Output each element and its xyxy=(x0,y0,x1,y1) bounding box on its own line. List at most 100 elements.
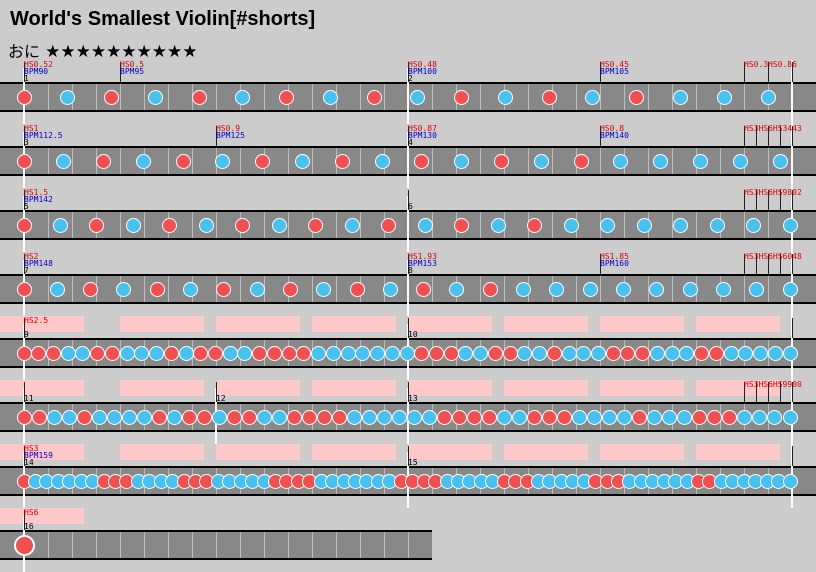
don-note[interactable] xyxy=(482,281,498,297)
ka-note[interactable] xyxy=(672,89,688,105)
don-note[interactable] xyxy=(266,345,282,361)
ka-note[interactable] xyxy=(374,153,390,169)
don-note[interactable] xyxy=(151,409,167,425)
don-note[interactable] xyxy=(281,345,297,361)
ka-note[interactable] xyxy=(249,281,265,297)
don-note[interactable] xyxy=(722,409,738,425)
ka-note[interactable] xyxy=(384,345,400,361)
don-note[interactable] xyxy=(366,89,382,105)
ka-note[interactable] xyxy=(677,409,693,425)
ka-note[interactable] xyxy=(271,409,287,425)
don-note[interactable] xyxy=(493,153,509,169)
ka-note[interactable] xyxy=(673,217,689,233)
ka-note[interactable] xyxy=(585,89,601,105)
ka-note[interactable] xyxy=(653,153,669,169)
ka-note[interactable] xyxy=(582,281,598,297)
don-note[interactable] xyxy=(635,345,651,361)
ka-note[interactable] xyxy=(617,409,633,425)
ka-note[interactable] xyxy=(772,153,788,169)
don-note[interactable] xyxy=(482,409,498,425)
ka-note[interactable] xyxy=(613,153,629,169)
don-note[interactable] xyxy=(235,217,251,233)
don-note[interactable] xyxy=(175,153,191,169)
ka-note[interactable] xyxy=(615,281,631,297)
don-note[interactable] xyxy=(149,281,165,297)
don-note[interactable] xyxy=(707,409,723,425)
ka-note[interactable] xyxy=(147,89,163,105)
ka-note[interactable] xyxy=(512,409,528,425)
ka-note[interactable] xyxy=(60,89,76,105)
ka-note[interactable] xyxy=(135,153,151,169)
ka-note[interactable] xyxy=(576,345,592,361)
don-note[interactable] xyxy=(16,345,32,361)
ka-note[interactable] xyxy=(591,345,606,361)
don-note[interactable] xyxy=(454,217,470,233)
ka-note[interactable] xyxy=(407,409,422,425)
ka-note[interactable] xyxy=(715,281,731,297)
ka-note[interactable] xyxy=(737,409,753,425)
don-note[interactable] xyxy=(279,89,295,105)
don-note[interactable] xyxy=(252,345,268,361)
ka-note[interactable] xyxy=(767,345,783,361)
don-note[interactable] xyxy=(708,345,724,361)
don-note[interactable] xyxy=(162,217,178,233)
ka-note[interactable] xyxy=(636,217,652,233)
ka-note[interactable] xyxy=(458,345,474,361)
ka-note[interactable] xyxy=(532,345,548,361)
ka-note[interactable] xyxy=(649,345,665,361)
ka-note[interactable] xyxy=(121,409,137,425)
don-note[interactable] xyxy=(428,345,444,361)
ka-note[interactable] xyxy=(235,89,251,105)
ka-note[interactable] xyxy=(549,281,565,297)
ka-note[interactable] xyxy=(410,89,426,105)
don-note[interactable] xyxy=(349,281,365,297)
don-note[interactable] xyxy=(282,281,298,297)
ka-note[interactable] xyxy=(311,345,327,361)
don-note[interactable] xyxy=(487,345,503,361)
ka-note[interactable] xyxy=(136,409,152,425)
don-note[interactable] xyxy=(191,89,207,105)
don-note[interactable] xyxy=(226,409,242,425)
don-note[interactable] xyxy=(13,534,35,556)
ka-note[interactable] xyxy=(399,345,415,361)
ka-note[interactable] xyxy=(647,409,663,425)
ka-note[interactable] xyxy=(723,345,739,361)
ka-note[interactable] xyxy=(679,345,695,361)
don-note[interactable] xyxy=(527,217,543,233)
ka-note[interactable] xyxy=(782,217,798,233)
ka-note[interactable] xyxy=(454,153,470,169)
don-note[interactable] xyxy=(331,409,347,425)
ka-note[interactable] xyxy=(61,409,77,425)
ka-note[interactable] xyxy=(782,473,798,489)
ka-note[interactable] xyxy=(752,409,768,425)
ka-note[interactable] xyxy=(46,409,62,425)
ka-note[interactable] xyxy=(106,409,122,425)
don-note[interactable] xyxy=(301,409,317,425)
ka-note[interactable] xyxy=(497,89,513,105)
don-note[interactable] xyxy=(629,89,645,105)
don-note[interactable] xyxy=(454,89,470,105)
don-note[interactable] xyxy=(83,281,99,297)
don-note[interactable] xyxy=(573,153,589,169)
ka-note[interactable] xyxy=(75,345,91,361)
ka-note[interactable] xyxy=(782,409,798,425)
ka-note[interactable] xyxy=(749,281,765,297)
ka-note[interactable] xyxy=(391,409,407,425)
ka-note[interactable] xyxy=(417,217,433,233)
ka-note[interactable] xyxy=(692,153,708,169)
ka-note[interactable] xyxy=(211,409,227,425)
ka-note[interactable] xyxy=(664,345,680,361)
ka-note[interactable] xyxy=(340,345,356,361)
ka-note[interactable] xyxy=(49,281,65,297)
ka-note[interactable] xyxy=(256,409,272,425)
don-note[interactable] xyxy=(31,345,47,361)
ka-note[interactable] xyxy=(116,281,132,297)
don-note[interactable] xyxy=(620,345,636,361)
ka-note[interactable] xyxy=(215,153,231,169)
ka-note[interactable] xyxy=(370,345,386,361)
ka-note[interactable] xyxy=(753,345,769,361)
ka-note[interactable] xyxy=(361,409,377,425)
ka-note[interactable] xyxy=(709,217,725,233)
don-note[interactable] xyxy=(414,153,430,169)
ka-note[interactable] xyxy=(198,217,214,233)
